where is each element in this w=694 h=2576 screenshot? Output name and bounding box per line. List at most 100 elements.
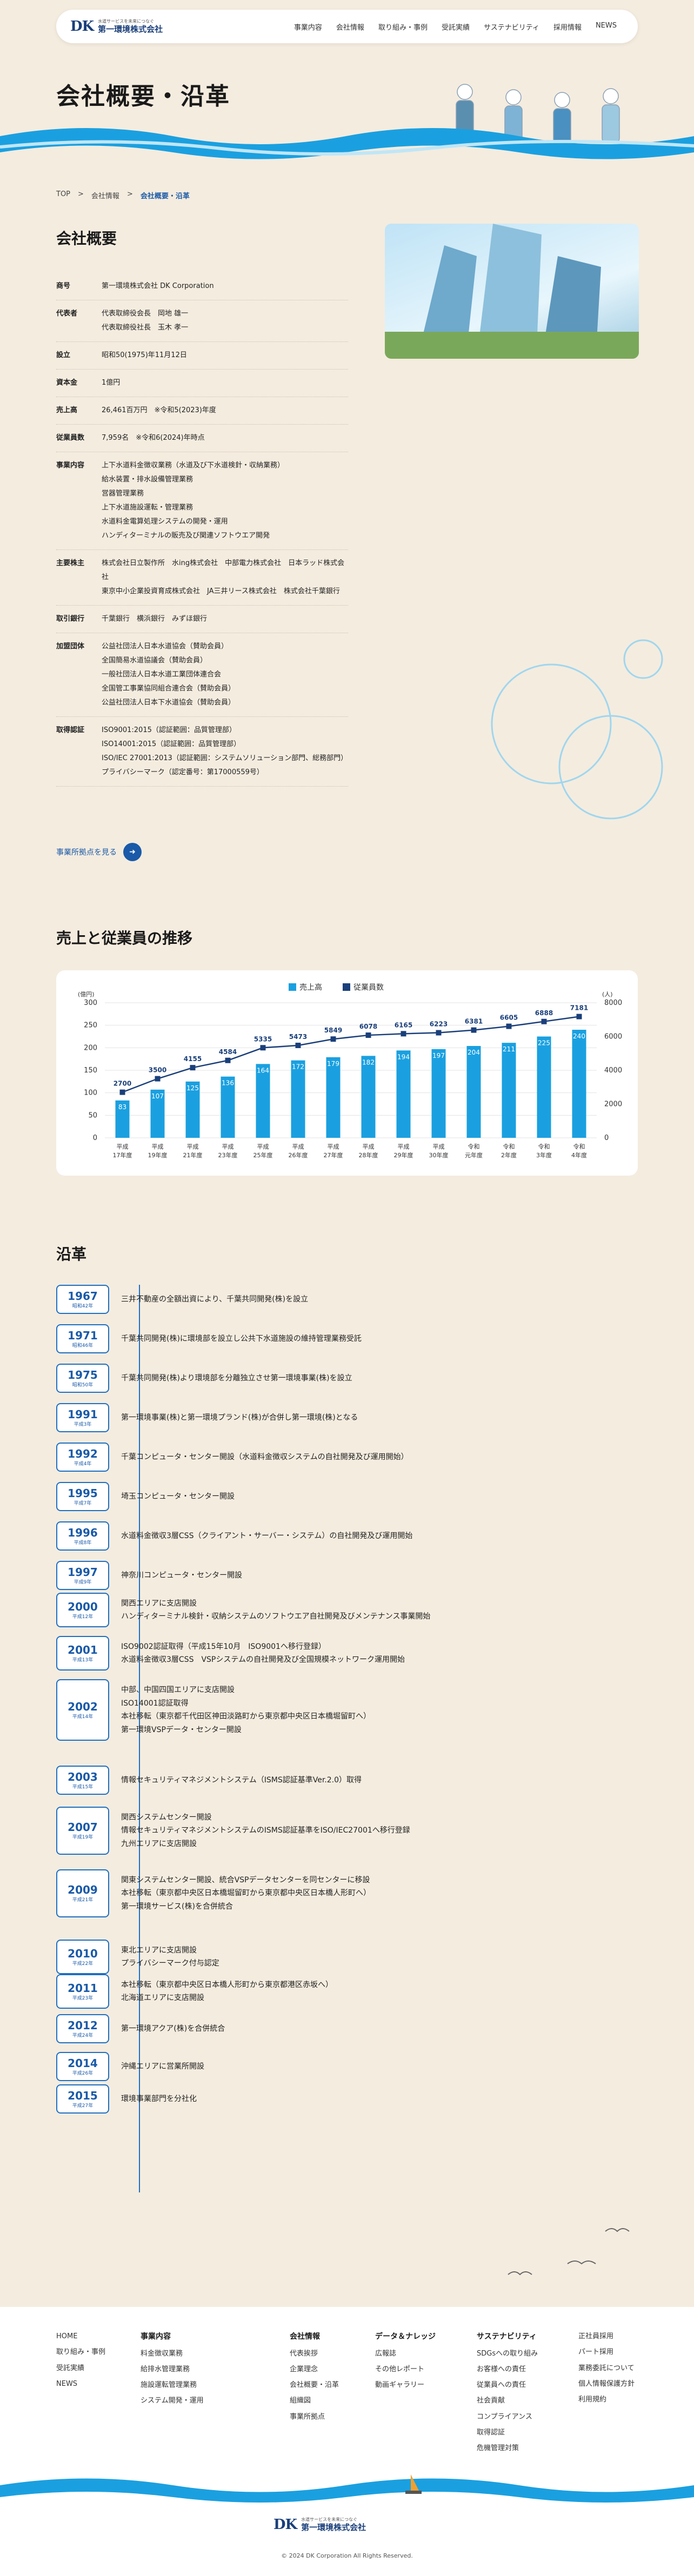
point-employees: [576, 1014, 582, 1019]
history-year-badge: 2000 平成12年: [56, 1593, 109, 1627]
footer-col-title[interactable]: 会社情報: [290, 2332, 320, 2341]
breadcrumb-item[interactable]: 会社情報: [91, 192, 119, 200]
footer-logo[interactable]: DK 水道サービスを未来につなぐ 第一環境株式会社: [273, 2517, 366, 2533]
nav-item[interactable]: NEWS: [595, 21, 617, 30]
breadcrumb-item[interactable]: TOP: [56, 190, 71, 198]
footer-link[interactable]: システム開発・運用: [141, 2397, 204, 2405]
point-label: 6223: [430, 1021, 448, 1028]
history-year-badge: 2003 平成15年: [56, 1766, 109, 1795]
company-profile-table: 商号 第一環境株式会社 DK Corporation 代表者 代表取締役会長 岡地 雄…: [56, 273, 348, 787]
footer-link[interactable]: 個人情報保護方針: [578, 2379, 635, 2388]
history-year-badge: 2012 平成24年: [56, 2014, 109, 2043]
history-desc: 埼玉コンピュータ・センター開設: [121, 1492, 235, 1501]
x-tick-label: 30年度: [429, 1151, 449, 1159]
footer-link[interactable]: お客様への責任: [477, 2365, 526, 2373]
nav-item[interactable]: サステナビリティ: [483, 23, 539, 32]
arrow-right-icon: ➜: [123, 843, 142, 861]
bar-sales: [256, 1064, 270, 1138]
point-employees: [190, 1065, 196, 1071]
profile-value: 1億円: [102, 379, 121, 387]
footer-link[interactable]: 取得認証: [477, 2428, 505, 2437]
x-tick-label: 令和: [573, 1143, 585, 1150]
site-logo[interactable]: DK 水道サービスを未来につなぐ 第一環境株式会社: [70, 18, 163, 35]
history-era: 平成23年: [72, 1995, 94, 2001]
x-tick-label: 平成: [117, 1143, 129, 1150]
profile-key: 設立: [56, 351, 71, 359]
footer-col-title[interactable]: 事業内容: [141, 2332, 171, 2341]
history-era: 平成21年: [72, 1897, 94, 1903]
footer-link[interactable]: 会社概要・沿革: [290, 2381, 339, 2389]
nav-item[interactable]: 会社情報: [336, 23, 364, 32]
footer-link[interactable]: 利用規約: [578, 2396, 607, 2404]
office-locations-link[interactable]: 事業所拠点を見る ➜: [56, 843, 142, 861]
history-year-badge: 1991 平成3年: [56, 1403, 109, 1432]
history-era: 平成27年: [72, 2103, 94, 2109]
footer-link[interactable]: HOME: [56, 2332, 78, 2340]
profile-row: 設立 昭和50(1975)年11月12日: [56, 342, 348, 370]
history-item: 2012 平成24年 第一環境アクア(株)を合併統合: [56, 2014, 489, 2043]
footer-link[interactable]: 正社員採用: [578, 2332, 614, 2340]
history-desc: 情報セキュリティマネジメントシステム（ISMS認証基準Ver.2.0）取得: [121, 1775, 362, 1785]
footer-link[interactable]: 組織図: [290, 2397, 311, 2405]
footer-link[interactable]: 従業員への責任: [477, 2381, 526, 2389]
footer-link[interactable]: その他レポート: [375, 2365, 425, 2373]
section-heading-profile: 会社概要: [56, 230, 117, 247]
history-year-badge: 1975 昭和50年: [56, 1364, 109, 1393]
footer-link[interactable]: コンプライアンス: [477, 2412, 532, 2421]
footer-col-title[interactable]: データ＆ナレッジ: [375, 2332, 436, 2341]
x-tick-label: 21年度: [183, 1151, 203, 1159]
history-item: 2009 平成21年 関東システムセンター開設、統合VSPデータセンターを同センター…: [56, 1869, 489, 1917]
nav-item[interactable]: 事業内容: [293, 23, 322, 32]
nav-item[interactable]: 受託実績: [441, 23, 470, 32]
y-tick-right: 6000: [604, 1033, 622, 1041]
footer-link[interactable]: 動画ギャラリー: [375, 2381, 425, 2389]
history-item: 2001 平成13年 ISO9002認証取得（平成15年10月 ISO9001へ移行…: [56, 1636, 489, 1671]
footer-link[interactable]: 社会貢献: [477, 2397, 505, 2405]
x-tick-label: 26年度: [289, 1151, 308, 1159]
footer-link[interactable]: 代表挨拶: [290, 2349, 318, 2358]
history-era: 平成12年: [72, 1614, 94, 1620]
history-item: 1992 平成4年 千葉コンピュータ・センター開設（水道料金徴収システムの自社開発及…: [56, 1443, 489, 1472]
decorative-circles: [491, 639, 663, 820]
profile-value: 千葉銀行 横浜銀行 みずほ銀行: [102, 615, 208, 623]
y-tick-left: 50: [88, 1111, 97, 1119]
point-label: 6888: [535, 1009, 553, 1017]
x-tick-label: 平成: [292, 1143, 304, 1150]
footer-link[interactable]: 事業所拠点: [290, 2412, 325, 2421]
history-era: 平成13年: [72, 1657, 94, 1663]
footer-link[interactable]: 給排水管理業務: [141, 2365, 190, 2373]
profile-key: 代表者: [56, 310, 78, 318]
nav-item[interactable]: 採用情報: [553, 23, 582, 32]
profile-value: 公益社団法人日本水道協会（賛助会員） 全国簡易水道協議会（賛助会員） 一般社団法…: [102, 642, 236, 707]
profile-key: 事業内容: [56, 461, 85, 469]
x-tick-label: 元年度: [465, 1151, 483, 1159]
breadcrumb-current: 会社概要・沿革: [140, 192, 190, 200]
footer-link[interactable]: 取り組み・事例: [56, 2348, 106, 2357]
bar-sales: [396, 1050, 411, 1138]
history-year-badge: 1997 平成9年: [56, 1561, 109, 1590]
x-tick-label: 平成: [187, 1143, 199, 1150]
staff-illustration: [456, 84, 620, 147]
footer-link[interactable]: 受託実績: [56, 2364, 85, 2372]
point-employees: [225, 1057, 231, 1063]
footer-col-main: HOME 取り組み・事例 受託実績 NEWS: [56, 2329, 105, 2392]
footer-link[interactable]: SDGsへの取り組み: [477, 2349, 538, 2358]
footer-link[interactable]: 企業理念: [290, 2365, 318, 2373]
point-label: 2700: [114, 1080, 131, 1088]
bar-sales: [361, 1056, 376, 1138]
footer-link[interactable]: パート採用: [578, 2348, 614, 2357]
footer-link[interactable]: 料金徴収業務: [141, 2349, 183, 2358]
footer-link[interactable]: NEWS: [56, 2379, 78, 2388]
footer-link[interactable]: 広報誌: [375, 2349, 397, 2358]
footer-link[interactable]: 施設運転管理業務: [141, 2381, 197, 2389]
history-year: 1971: [68, 1329, 98, 1342]
point-label: 5335: [254, 1035, 272, 1043]
point-label: 6605: [500, 1014, 518, 1022]
history-desc: 神奈川コンピュータ・センター開設: [121, 1571, 242, 1580]
nav-item[interactable]: 取り組み・事例: [378, 23, 428, 32]
history-desc: 水道料金徴収3層CSS（クライアント・サーバー・システム）の自社開発及び運用開始: [121, 1531, 413, 1540]
footer-link[interactable]: 危機管理対策: [477, 2444, 519, 2452]
footer-col-title[interactable]: サステナビリティ: [477, 2332, 537, 2341]
history-year: 2000: [68, 1600, 98, 1613]
footer-link[interactable]: 業務委託について: [578, 2364, 635, 2372]
